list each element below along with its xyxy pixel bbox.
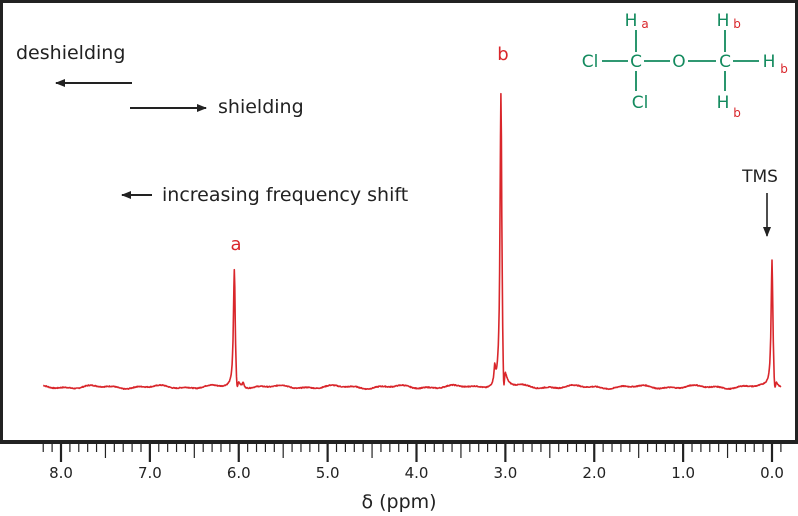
atom-o: O (672, 52, 685, 72)
atom-h-right-sub: b (780, 62, 788, 76)
spectrum-line (42, 92, 782, 391)
atom-cl-left: Cl (582, 52, 599, 72)
peak-label-b: b (497, 44, 508, 65)
deshielding-label: deshielding (16, 42, 125, 64)
atom-c1: C (630, 52, 642, 72)
x-tick-label: 0.0 (760, 464, 784, 482)
shielding-label: shielding (218, 96, 304, 118)
x-tick-label: 6.0 (227, 464, 251, 482)
x-tick-label: 8.0 (49, 464, 73, 482)
peak-label-a: a (230, 234, 241, 255)
atom-cl-bottom: Cl (632, 93, 649, 113)
molecule-structure: Cl C O C Cl H a H b H b H b (582, 11, 788, 120)
x-axis-bar (0, 441, 798, 444)
atom-h-bottom-sub: b (733, 106, 741, 120)
x-tick-label: 5.0 (316, 464, 340, 482)
atom-h-top-left-sub: a (641, 17, 648, 31)
atom-h-right: H (763, 52, 776, 72)
x-tick-label: 4.0 (405, 464, 429, 482)
x-axis-ticks (42, 444, 782, 462)
atom-h-bottom: H (717, 93, 730, 113)
x-axis-label: δ (ppm) (361, 491, 436, 513)
frequency-label: increasing frequency shift (162, 184, 408, 206)
x-tick-label: 7.0 (138, 464, 162, 482)
atom-c2: C (719, 52, 731, 72)
tms-label: TMS (741, 167, 778, 187)
x-tick-label: 2.0 (582, 464, 606, 482)
atom-h-top-right-sub: b (733, 17, 741, 31)
x-tick-label: 3.0 (493, 464, 517, 482)
x-tick-label: 1.0 (671, 464, 695, 482)
atom-h-top-left: H (625, 11, 638, 31)
x-axis-tick-labels: 8.0 7.0 6.0 5.0 4.0 3.0 2.0 1.0 0.0 (49, 464, 784, 482)
atom-h-top-right: H (717, 11, 730, 31)
